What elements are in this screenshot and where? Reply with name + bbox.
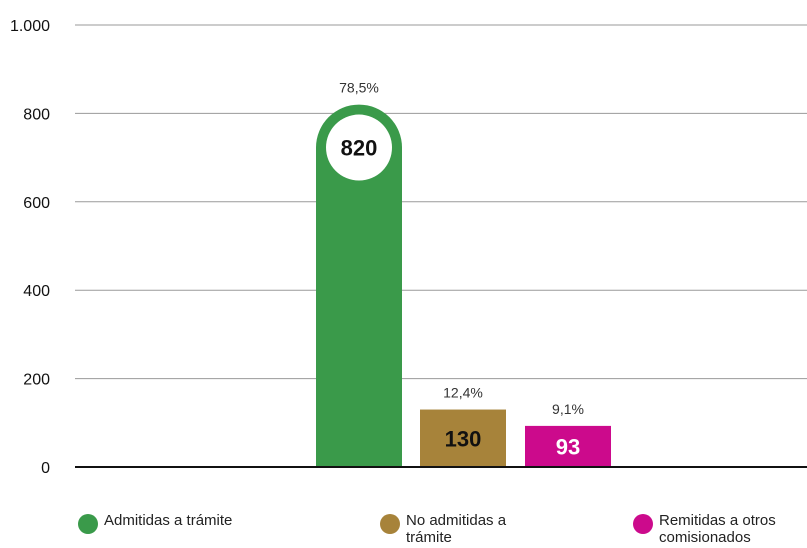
- legend-item-remitidas: Remitidas a otros comisionados: [633, 512, 799, 546]
- legend-swatch-green: [78, 514, 98, 534]
- bar: [525, 425, 611, 467]
- legend-item-no-admitidas: No admitidas a trámite: [380, 512, 526, 546]
- y-axis-ticks: 0 200 400 600 800 1.000: [10, 18, 50, 477]
- bar-value-label: 820: [341, 136, 378, 161]
- value-circle: [326, 114, 392, 181]
- y-tick-label: 1.000: [10, 18, 50, 35]
- bar-group: 93 9,1%: [525, 401, 611, 467]
- y-tick-label: 400: [23, 283, 50, 300]
- legend-swatch-magenta: [633, 514, 653, 534]
- legend-swatch-gold: [380, 514, 400, 534]
- bar-percent-label: 9,1%: [552, 401, 584, 417]
- legend-label-no-admitidas: No admitidas a trámite: [406, 512, 507, 546]
- y-tick-label: 200: [23, 372, 50, 389]
- grid-lines: [75, 24, 807, 380]
- bar-value-label: 93: [556, 434, 580, 459]
- y-tick-label: 800: [23, 106, 50, 123]
- bar-value-label: 130: [445, 426, 482, 451]
- bar: [316, 104, 402, 467]
- y-tick-label: 600: [23, 195, 50, 212]
- legend-label-remitidas: Remitidas a otros comisionados: [659, 512, 776, 546]
- legend-label-admitidas: Admitidas a trámite: [104, 512, 233, 529]
- bar-group: 130 12,4%: [420, 385, 506, 467]
- legend-item-admitidas: Admitidas a trámite: [78, 512, 232, 534]
- y-tick-label: 0: [41, 460, 50, 477]
- bar-percent-label: 78,5%: [339, 80, 379, 96]
- bar: [420, 409, 506, 467]
- bar-group: 820 78,5%: [316, 80, 402, 467]
- bars: 820 78,5% 130 12,4% 93 9,1%: [316, 80, 611, 467]
- bar-percent-label: 12,4%: [443, 385, 483, 401]
